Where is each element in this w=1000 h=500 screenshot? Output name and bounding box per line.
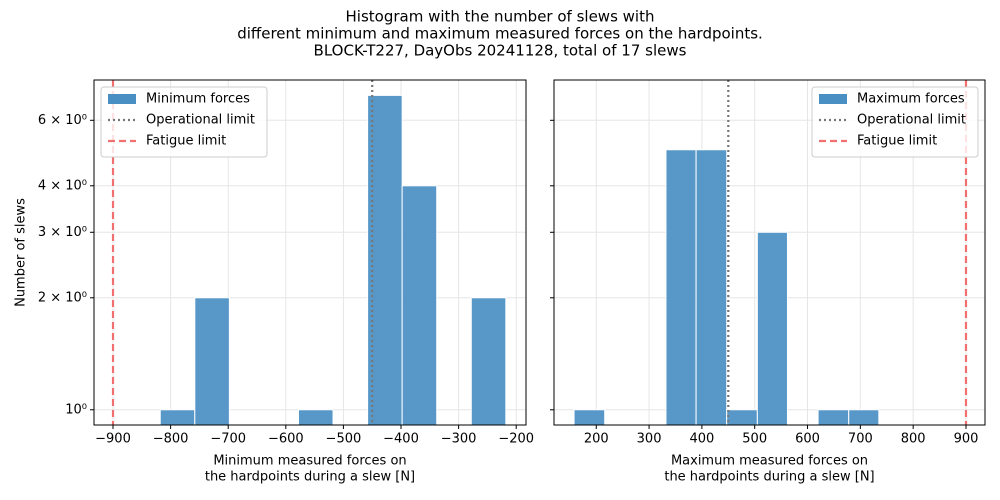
- title-line: different minimum and maximum measured f…: [237, 25, 763, 43]
- legend-label: Operational limit: [146, 113, 255, 128]
- bar: [401, 185, 438, 426]
- y-tick-label: 3 × 10⁰: [38, 225, 87, 240]
- bar: [817, 409, 850, 426]
- axes-frame: [93, 79, 527, 426]
- bar: [159, 409, 196, 426]
- bar: [726, 409, 758, 426]
- x-tick-label: −500: [326, 432, 362, 447]
- bar: [665, 149, 697, 426]
- legend-swatch: [819, 94, 847, 104]
- x-tick-label: 600: [795, 432, 820, 447]
- x-tick-label: 700: [848, 432, 873, 447]
- axes-frame: [553, 79, 986, 426]
- x-tick-label: 300: [637, 432, 662, 447]
- bar: [470, 297, 507, 426]
- bar: [695, 149, 728, 426]
- x-tick-label: −900: [95, 432, 131, 447]
- bar: [194, 297, 230, 426]
- x-tick-label: 900: [954, 432, 979, 447]
- x-tick-label: −800: [153, 432, 189, 447]
- bar: [573, 409, 606, 426]
- x-axis-label: Minimum measured forces on: [213, 454, 406, 469]
- x-tick-label: −700: [210, 432, 246, 447]
- y-tick-label: 10⁰: [65, 402, 87, 417]
- y-tick-label: 4 × 10⁰: [38, 178, 87, 193]
- x-axis-label: the hardpoints during a slew [N]: [664, 470, 874, 485]
- legend-label: Minimum forces: [146, 92, 250, 107]
- y-axis-label: Number of slews: [14, 198, 29, 307]
- x-tick-label: 400: [689, 432, 714, 447]
- y-tick-label: 6 × 10⁰: [38, 113, 87, 128]
- x-tick-label: −600: [268, 432, 304, 447]
- legend-label: Fatigue limit: [857, 134, 937, 149]
- x-axis-label: the hardpoints during a slew [N]: [205, 470, 415, 485]
- bar: [756, 231, 788, 426]
- x-tick-label: 500: [742, 432, 767, 447]
- x-tick-label: 800: [901, 432, 926, 447]
- title-line: BLOCK-T227, DayObs 20241128, total of 17…: [314, 42, 687, 60]
- legend: Minimum forces Operational limit Fatigue l…: [100, 86, 268, 158]
- x-tick-label: 200: [584, 432, 609, 447]
- legend-label: Maximum forces: [857, 92, 965, 107]
- bar: [297, 409, 334, 426]
- y-tick-label: 2 × 10⁰: [38, 290, 87, 305]
- legend: Maximum forces Operational limit Fatigue l…: [811, 86, 979, 158]
- bar: [848, 409, 880, 426]
- legend-box: [100, 86, 268, 158]
- x-axis-label: Maximum measured forces on: [671, 454, 868, 469]
- x-tick-label: −300: [441, 432, 477, 447]
- legend-box: [811, 86, 979, 158]
- legend-label: Fatigue limit: [146, 134, 226, 149]
- legend-swatch: [108, 94, 136, 104]
- x-tick-label: −200: [498, 432, 534, 447]
- x-tick-label: −400: [383, 432, 419, 447]
- title-line: Histogram with the number of slews with: [346, 8, 655, 26]
- legend-label: Operational limit: [857, 113, 966, 128]
